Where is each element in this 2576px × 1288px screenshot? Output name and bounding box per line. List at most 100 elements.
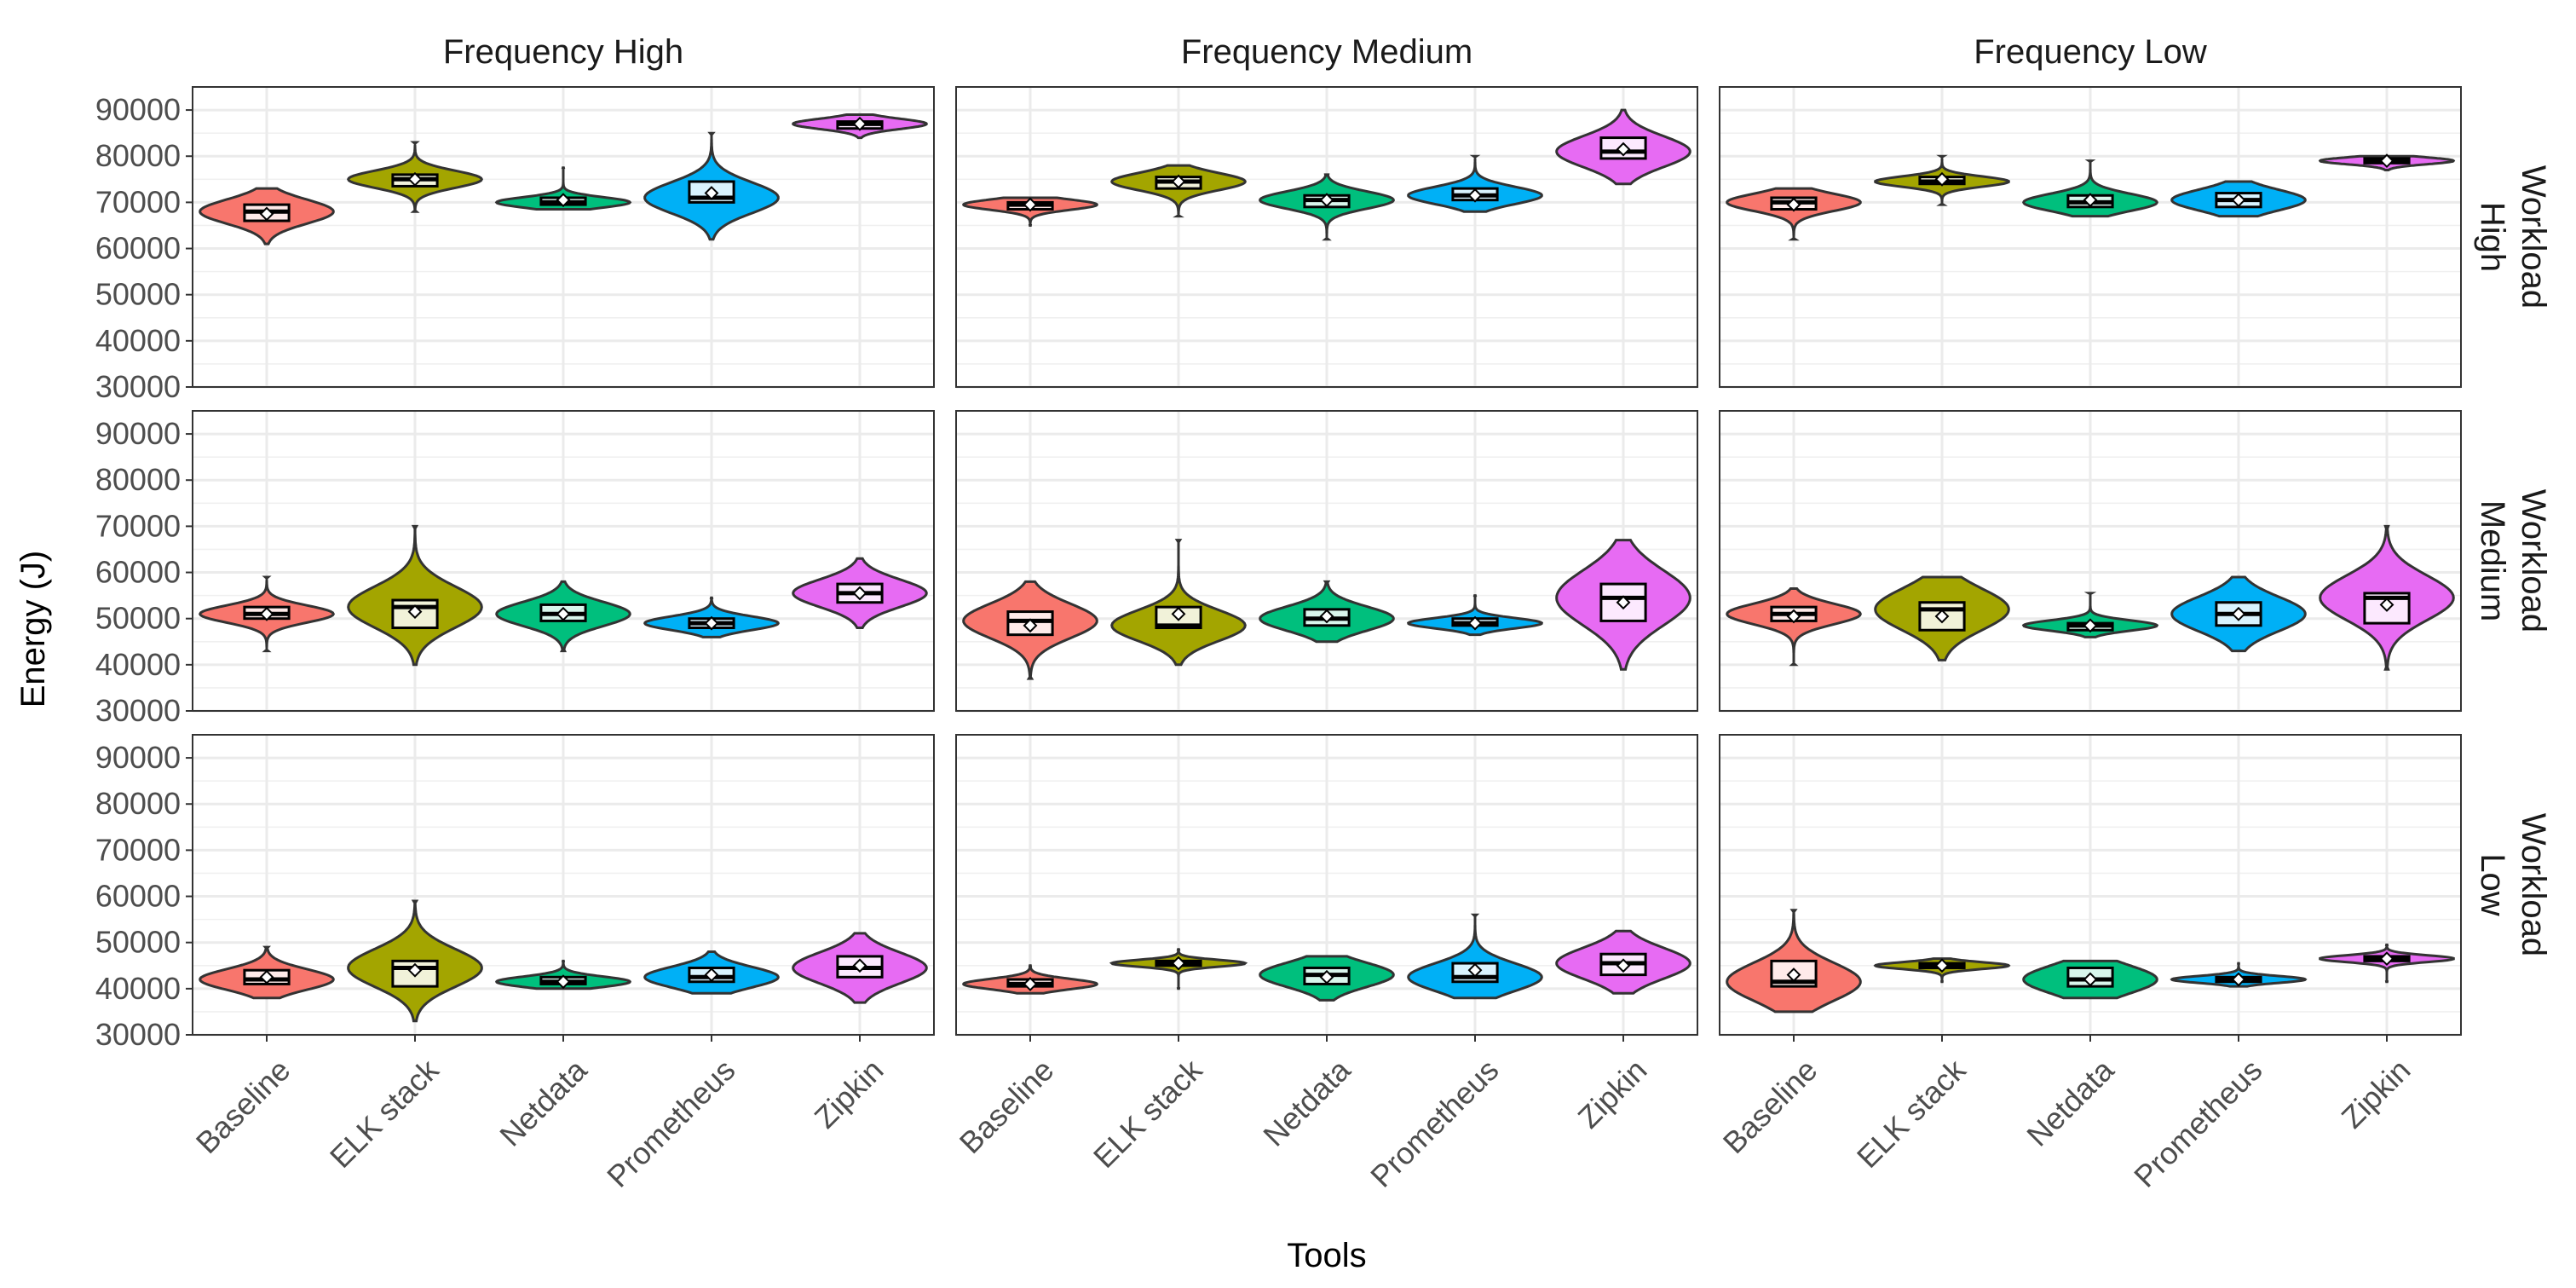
mean-marker bbox=[556, 193, 571, 208]
mean-marker bbox=[1616, 958, 1631, 973]
facet-panel bbox=[955, 86, 1698, 389]
y-tick-label: 40000 bbox=[95, 647, 181, 682]
mean-marker bbox=[2083, 972, 2098, 987]
y-tick-label: 90000 bbox=[95, 92, 181, 127]
mean-marker bbox=[852, 958, 867, 973]
mean-marker bbox=[1023, 977, 1038, 991]
x-tick-label: Zipkin bbox=[808, 1052, 890, 1135]
facet-panel: Baseline ELK stack Netdata Prometheus Zipkin bbox=[1716, 734, 2462, 1194]
column-strip-label: Frequency Medium bbox=[1181, 33, 1472, 71]
mean-marker bbox=[2231, 972, 2246, 987]
mean-marker bbox=[1467, 188, 1483, 203]
row-strip-line: Workload bbox=[2515, 165, 2552, 309]
x-tick-label: Netdata bbox=[493, 1052, 594, 1153]
mean-marker bbox=[1616, 142, 1631, 157]
mean-marker bbox=[704, 186, 719, 200]
y-tick-label: 50000 bbox=[95, 601, 181, 636]
x-tick-label: ELK stack bbox=[1086, 1052, 1209, 1175]
mean-marker bbox=[259, 206, 274, 222]
mean-marker bbox=[1171, 174, 1186, 189]
mean-marker bbox=[1934, 958, 1950, 973]
mean-marker bbox=[1467, 962, 1483, 978]
violin-baseline bbox=[1726, 187, 1862, 241]
y-tick-label: 70000 bbox=[95, 184, 181, 219]
y-tick-label: 40000 bbox=[95, 971, 181, 1006]
mean-marker bbox=[407, 171, 423, 187]
mean-marker bbox=[407, 604, 423, 619]
y-tick-label: 90000 bbox=[95, 740, 181, 775]
mean-marker bbox=[1934, 171, 1950, 187]
mean-marker bbox=[259, 969, 274, 985]
facet-panel: 30000 40000 50000 60000 70000 80000 90000 bbox=[95, 410, 935, 728]
mean-marker bbox=[1616, 595, 1631, 610]
violin-netdata bbox=[2021, 592, 2159, 638]
mean-marker bbox=[1467, 615, 1483, 631]
y-tick-label: 60000 bbox=[95, 555, 181, 590]
x-tick-label: Zipkin bbox=[2335, 1052, 2418, 1135]
violin-elk-stack bbox=[347, 524, 483, 667]
mean-marker bbox=[1786, 609, 1801, 624]
mean-marker bbox=[1319, 609, 1334, 624]
mean-marker bbox=[259, 606, 274, 621]
column-strip-label: Frequency High bbox=[443, 33, 683, 71]
mean-marker bbox=[1023, 618, 1038, 633]
x-tick-label: Baseline bbox=[1716, 1052, 1824, 1160]
x-tick-label: Netdata bbox=[2020, 1052, 2121, 1153]
mean-marker bbox=[1786, 967, 1801, 983]
mean-marker bbox=[2083, 618, 2098, 633]
facet-panels: Frequency High Frequency Medium Frequency … bbox=[95, 33, 2552, 1194]
x-tick-label: Netdata bbox=[1256, 1052, 1357, 1153]
violin-elk-stack bbox=[1110, 539, 1247, 667]
y-tick-label: 80000 bbox=[95, 138, 181, 173]
violin-prometheus bbox=[1407, 154, 1543, 213]
y-tick-label: 30000 bbox=[95, 693, 181, 728]
x-tick-label: Prometheus bbox=[1363, 1052, 1505, 1193]
mean-marker bbox=[556, 974, 571, 990]
y-tick-label: 70000 bbox=[95, 508, 181, 543]
y-tick-label: 50000 bbox=[95, 925, 181, 960]
row-strip-line: Low bbox=[2474, 853, 2511, 915]
y-tick-label: 70000 bbox=[95, 832, 181, 867]
mean-marker bbox=[704, 615, 719, 631]
facet-panel bbox=[1719, 86, 2462, 389]
x-tick-label: Prometheus bbox=[2127, 1052, 2268, 1193]
mean-marker bbox=[1786, 197, 1801, 212]
mean-marker bbox=[2379, 951, 2394, 967]
violin-netdata bbox=[2022, 159, 2158, 218]
row-strip-line: High bbox=[2474, 202, 2511, 272]
mean-marker bbox=[852, 116, 867, 131]
x-tick-label: ELK stack bbox=[1850, 1052, 1973, 1175]
x-tick-label: Prometheus bbox=[600, 1052, 741, 1193]
x-tick-label: Zipkin bbox=[1571, 1052, 1654, 1135]
violin-baseline bbox=[1726, 587, 1862, 667]
panel-border bbox=[1719, 410, 2462, 712]
y-axis-title: Energy (J) bbox=[14, 551, 52, 708]
y-tick-label: 80000 bbox=[95, 786, 181, 821]
violin-netdata bbox=[494, 166, 632, 211]
row-strip-line: Workload bbox=[2515, 489, 2552, 632]
mean-marker bbox=[1934, 609, 1950, 624]
y-tick-label: 90000 bbox=[95, 416, 181, 451]
y-tick-label: 50000 bbox=[95, 277, 181, 312]
panel-border bbox=[192, 86, 935, 388]
violin-elk-stack bbox=[1110, 164, 1247, 218]
panel-border bbox=[192, 410, 935, 712]
violin-prometheus bbox=[1406, 594, 1544, 637]
facet-panel bbox=[955, 410, 1698, 713]
mean-marker bbox=[1319, 193, 1334, 208]
row-strip-line: Workload bbox=[2515, 813, 2552, 956]
facet-panel: Baseline ELK stack Netdata Prometheus Zipkin bbox=[953, 734, 1698, 1194]
mean-marker bbox=[1319, 969, 1334, 985]
mean-marker bbox=[1171, 606, 1186, 621]
panel-border bbox=[955, 410, 1698, 712]
mean-marker bbox=[1171, 956, 1186, 971]
mean-marker bbox=[2379, 598, 2394, 612]
facet-panel: 30000 40000 50000 60000 70000 80000 90000 bbox=[95, 86, 935, 404]
mean-marker bbox=[2231, 193, 2246, 208]
x-axis-title: Tools bbox=[1287, 1237, 1366, 1274]
y-tick-label: 80000 bbox=[95, 462, 181, 497]
mean-marker bbox=[704, 967, 719, 983]
mean-marker bbox=[407, 962, 423, 978]
